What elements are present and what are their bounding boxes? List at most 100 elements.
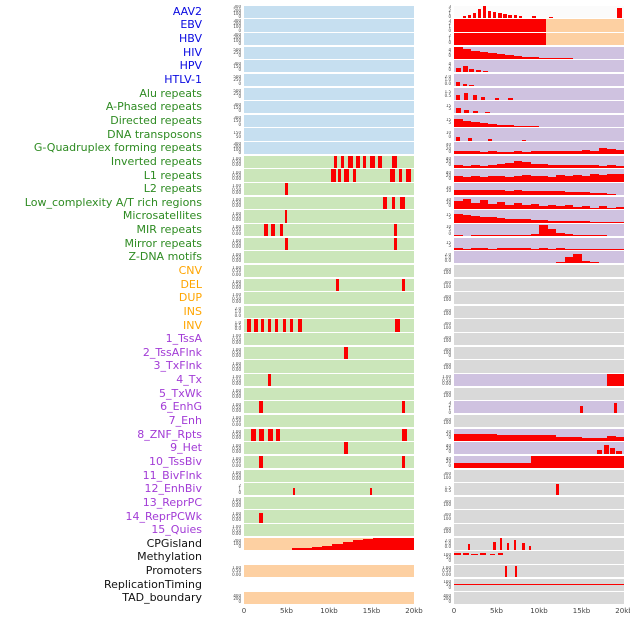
data-bar (513, 203, 523, 209)
data-bar (383, 196, 387, 209)
track-row: DNA transposons 150 50 10 0 (0, 128, 630, 142)
y-axis-ticks: 1.00 0.50 0.00 (232, 429, 241, 440)
data-bar (489, 553, 495, 556)
data-bar (250, 428, 256, 441)
track-row: 13_ReprPC 1.00 0.50 0.00 300 100 (0, 496, 630, 510)
data-bar (335, 278, 340, 291)
track-row: DUP 1.00 0.50 0.00 300 100 (0, 291, 630, 305)
data-bar (279, 223, 284, 237)
data-bar (496, 217, 506, 223)
y-axis-ticks: 30 10 (445, 185, 451, 193)
data-bar (615, 235, 624, 237)
data-bar (530, 176, 540, 182)
data-bar (505, 151, 514, 155)
track-panel-right (454, 578, 624, 591)
y-axis-ticks: 2.0 1.0 0.0 (444, 539, 451, 549)
data-bar (513, 234, 523, 237)
data-bar (340, 155, 345, 168)
data-bar (556, 484, 559, 496)
data-bar (581, 205, 591, 209)
y-axis-ticks: 1.00 0.50 0.00 (232, 211, 241, 222)
data-bar (607, 374, 624, 387)
track-panel-left (244, 60, 414, 73)
track-panel-right (454, 5, 624, 18)
data-bar (479, 434, 489, 441)
track-panel-right (454, 264, 624, 278)
data-bar (476, 70, 482, 73)
y-axis-ticks: 1.00 0.50 0.00 (232, 511, 241, 522)
data-bar (352, 540, 363, 550)
y-axis-ticks: 4 2 0 (448, 61, 451, 72)
data-bar (530, 248, 540, 250)
y-axis-ticks: 500 250 0 (233, 47, 241, 58)
track-panel-left (244, 87, 414, 100)
data-bar (547, 57, 557, 59)
data-bar (499, 538, 503, 550)
data-bar (479, 248, 489, 250)
data-bar (505, 248, 514, 250)
data-bar (505, 204, 514, 209)
data-bar (402, 428, 408, 441)
data-bar (247, 319, 251, 332)
data-bar (590, 248, 599, 250)
data-bar (530, 151, 540, 155)
y-axis-ticks: 1.00 0.50 0.00 (232, 361, 241, 372)
track-label: HPV (179, 59, 202, 73)
track-panel-left (244, 401, 414, 414)
data-bar (603, 445, 609, 455)
track-panel-left (244, 346, 414, 359)
data-bar (581, 260, 591, 264)
track-row: EBV 300 200 100 0 3 2 1 0 (0, 19, 630, 33)
data-bar (467, 14, 471, 18)
track-row: Inverted repeats 1.00 0.50 0.00 40 20 0 (0, 155, 630, 169)
data-bar (405, 169, 411, 182)
data-bar (395, 319, 401, 332)
data-bar (488, 11, 492, 18)
data-bar (400, 196, 406, 209)
data-bar (454, 19, 546, 32)
data-bar (505, 218, 514, 223)
track-panel-left (244, 155, 414, 168)
data-bar (590, 235, 599, 237)
track-row: HBV 300 200 100 0 2 1 0 (0, 32, 630, 46)
data-bar (505, 125, 514, 128)
track-label: CPGisland (146, 536, 202, 550)
y-axis-ticks: 300 150 0 (233, 102, 241, 113)
data-bar (607, 435, 616, 441)
data-bar (522, 205, 531, 209)
track-panel-right (454, 414, 624, 428)
data-bar (615, 150, 624, 155)
data-bar (464, 93, 469, 100)
y-axis-ticks: 1.00 0.50 0.00 (232, 457, 241, 467)
track-row: AAV2 300 200 100 0 3 2 1 0 (0, 5, 630, 19)
track-panel-left (244, 33, 414, 46)
track-panel-right (454, 496, 624, 509)
data-bar (267, 319, 272, 332)
track-panel-left (244, 223, 414, 237)
data-bar (454, 213, 463, 223)
data-bar (484, 111, 490, 114)
data-bar (573, 206, 582, 209)
data-bar (564, 437, 574, 441)
data-bar (291, 548, 302, 550)
data-bar (598, 221, 608, 223)
data-bar (522, 248, 531, 250)
data-bar (556, 151, 565, 155)
data-bar (271, 223, 275, 237)
track-label: INS (183, 304, 202, 318)
y-axis-ticks: 300 200 100 0 (233, 141, 241, 155)
data-bar (283, 319, 287, 332)
data-bar (254, 319, 258, 332)
data-bar (556, 248, 565, 250)
track-panel-right (454, 87, 624, 100)
data-bar (488, 175, 497, 182)
data-bar (505, 162, 514, 168)
y-axis-ticks: 4 2 0 (448, 47, 451, 58)
track-panel-right (454, 183, 624, 196)
data-bar (259, 455, 263, 469)
data-bar (284, 210, 287, 223)
track-panel-left (244, 469, 414, 482)
data-bar (454, 33, 546, 46)
track-label: 5_TxWk (159, 386, 202, 400)
